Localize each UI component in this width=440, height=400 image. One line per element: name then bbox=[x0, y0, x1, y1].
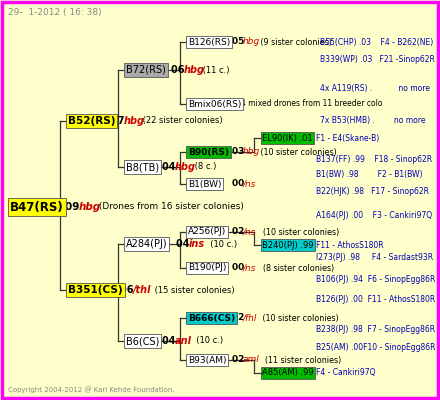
Text: 03: 03 bbox=[232, 148, 247, 156]
Text: /ns: /ns bbox=[243, 264, 257, 272]
Text: B93(AM): B93(AM) bbox=[188, 356, 227, 364]
Text: /thl: /thl bbox=[133, 285, 151, 295]
Text: 7x B53(HMB) .        no more: 7x B53(HMB) . no more bbox=[320, 116, 425, 124]
Text: EL90(IK) .01: EL90(IK) .01 bbox=[262, 134, 313, 142]
Text: B339(WP) .03   F21 -Sinop62R: B339(WP) .03 F21 -Sinop62R bbox=[320, 56, 435, 64]
Text: Copyright 2004-2012 @ Karl Kehde Foundation.: Copyright 2004-2012 @ Karl Kehde Foundat… bbox=[8, 387, 175, 393]
Text: (10 sister colonies): (10 sister colonies) bbox=[260, 314, 339, 322]
Text: B126(RS): B126(RS) bbox=[188, 38, 230, 46]
Text: hbg: hbg bbox=[175, 162, 196, 172]
Text: 06: 06 bbox=[120, 285, 137, 295]
Text: I273(PJ) .98     F4 - Sardast93R: I273(PJ) .98 F4 - Sardast93R bbox=[316, 252, 433, 262]
Text: A85(AM) .99: A85(AM) .99 bbox=[262, 368, 314, 378]
Text: B126(PJ) .00  F11 - AthosS180R: B126(PJ) .00 F11 - AthosS180R bbox=[316, 296, 435, 304]
Text: Bmix06(RS): Bmix06(RS) bbox=[188, 100, 242, 108]
Text: aml: aml bbox=[243, 356, 260, 364]
Text: (10 sister colonies): (10 sister colonies) bbox=[258, 148, 337, 156]
Text: hbg: hbg bbox=[243, 38, 260, 46]
Text: 02: 02 bbox=[232, 314, 247, 322]
Text: B1(BW) .98        F2 - B1(BW): B1(BW) .98 F2 - B1(BW) bbox=[316, 170, 422, 180]
Text: B137(FF) .99    F18 - Sinop62R: B137(FF) .99 F18 - Sinop62R bbox=[316, 156, 432, 164]
Text: B90(RS): B90(RS) bbox=[188, 148, 229, 156]
Text: /ns: /ns bbox=[243, 180, 257, 188]
Text: hbg: hbg bbox=[79, 202, 101, 212]
Text: 02: 02 bbox=[232, 228, 247, 236]
Text: 07: 07 bbox=[111, 116, 128, 126]
Text: B666(CS): B666(CS) bbox=[188, 314, 235, 322]
Text: (10 c.): (10 c.) bbox=[191, 336, 223, 346]
Text: B6(CS): B6(CS) bbox=[126, 336, 159, 346]
Text: 00: 00 bbox=[232, 180, 247, 188]
Text: (9 sister colonies): (9 sister colonies) bbox=[258, 38, 332, 46]
Text: hbg: hbg bbox=[124, 116, 145, 126]
Text: B106(PJ) .94  F6 - SinopEgg86R: B106(PJ) .94 F6 - SinopEgg86R bbox=[316, 276, 435, 284]
Text: A164(PJ) .00    F3 - Cankiri97Q: A164(PJ) .00 F3 - Cankiri97Q bbox=[316, 210, 432, 220]
Text: 02: 02 bbox=[232, 356, 247, 364]
Text: hbg: hbg bbox=[184, 65, 205, 75]
Text: B1(BW): B1(BW) bbox=[188, 180, 221, 188]
Text: 06: 06 bbox=[171, 65, 188, 75]
Text: (10 sister colonies): (10 sister colonies) bbox=[258, 228, 339, 236]
Text: 4x A119(RS) .           no more: 4x A119(RS) . no more bbox=[320, 84, 430, 92]
Text: A256(PJ): A256(PJ) bbox=[188, 228, 226, 236]
Text: F4 - Cankiri97Q: F4 - Cankiri97Q bbox=[316, 368, 375, 378]
Text: (8 sister colonies): (8 sister colonies) bbox=[258, 264, 334, 272]
Text: (10 c.): (10 c.) bbox=[205, 240, 237, 248]
Text: 04: 04 bbox=[162, 336, 179, 346]
Text: anl: anl bbox=[175, 336, 192, 346]
Text: B72(RS): B72(RS) bbox=[126, 65, 166, 75]
Text: 00: 00 bbox=[232, 264, 247, 272]
Text: F11 - AthosS180R: F11 - AthosS180R bbox=[316, 240, 384, 250]
Text: /ns: /ns bbox=[243, 228, 257, 236]
Text: ins: ins bbox=[189, 239, 205, 249]
Text: 04: 04 bbox=[162, 162, 179, 172]
Text: 04 mixed drones from 11 breeder colo: 04 mixed drones from 11 breeder colo bbox=[236, 100, 382, 108]
Text: (Drones from 16 sister colonies): (Drones from 16 sister colonies) bbox=[96, 202, 244, 212]
Text: (22 sister colonies): (22 sister colonies) bbox=[140, 116, 223, 126]
Text: B238(PJ) .98  F7 - SinopEgg86R: B238(PJ) .98 F7 - SinopEgg86R bbox=[316, 326, 435, 334]
Text: (8 c.): (8 c.) bbox=[192, 162, 216, 172]
Text: B25(AM) .00F10 - SinopEgg86R: B25(AM) .00F10 - SinopEgg86R bbox=[316, 344, 436, 352]
Text: /fhl: /fhl bbox=[243, 314, 257, 322]
Text: 09: 09 bbox=[65, 202, 83, 212]
Text: (11 sister colonies): (11 sister colonies) bbox=[260, 356, 341, 364]
Text: A284(PJ): A284(PJ) bbox=[126, 239, 168, 249]
Text: B55(CHP) .03    F4 - B262(NE): B55(CHP) .03 F4 - B262(NE) bbox=[320, 38, 433, 46]
Text: (11 c.): (11 c.) bbox=[200, 66, 230, 74]
Text: B47(RS): B47(RS) bbox=[10, 200, 64, 214]
Text: 05: 05 bbox=[232, 38, 247, 46]
Text: B240(PJ) .99: B240(PJ) .99 bbox=[262, 240, 313, 250]
Text: B52(RS): B52(RS) bbox=[68, 116, 115, 126]
Text: B190(PJ): B190(PJ) bbox=[188, 264, 226, 272]
Text: (15 sister colonies): (15 sister colonies) bbox=[152, 286, 235, 294]
Text: 29-  1-2012 ( 16: 38): 29- 1-2012 ( 16: 38) bbox=[8, 8, 102, 16]
Text: B351(CS): B351(CS) bbox=[68, 285, 123, 295]
Text: hbg: hbg bbox=[243, 148, 260, 156]
Text: B8(TB): B8(TB) bbox=[126, 162, 159, 172]
Text: F1 - E4(Skane-B): F1 - E4(Skane-B) bbox=[316, 134, 379, 142]
Text: B22(HJK) .98   F17 - Sinop62R: B22(HJK) .98 F17 - Sinop62R bbox=[316, 188, 429, 196]
Text: 04: 04 bbox=[176, 239, 193, 249]
